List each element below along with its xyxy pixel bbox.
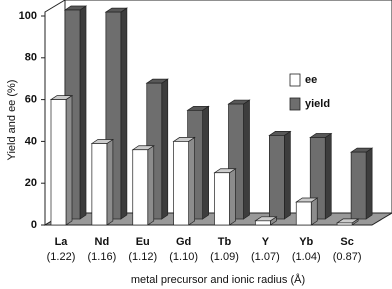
bar-side <box>310 197 318 226</box>
x-axis-title: metal precursor and ionic radius (Å) <box>131 273 305 286</box>
legend-label: ee <box>305 74 317 86</box>
bar-front <box>295 201 312 226</box>
x-tick-label: Gd <box>176 236 191 248</box>
y-tick-label: 0 <box>31 219 37 231</box>
bar-side <box>229 168 236 226</box>
x-tick-sublabel: (1.16) <box>88 251 117 263</box>
bar-front <box>350 151 367 220</box>
y-axis-title: Yield and ee (%) <box>6 80 18 161</box>
x-tick-sublabel: (1.09) <box>210 251 239 263</box>
bar <box>335 218 360 226</box>
legend-label: yield <box>305 98 330 110</box>
y-tick-label: 60 <box>25 94 37 106</box>
x-tick-sublabel: (1.12) <box>128 251 157 263</box>
legend-swatch <box>289 73 301 87</box>
x-tick-sublabel: (1.07) <box>251 251 280 263</box>
x-tick-label: Eu <box>136 236 150 248</box>
x-tick-label: Sc <box>340 236 353 248</box>
x-tick-label: Y <box>262 236 270 248</box>
bar-side <box>365 147 373 220</box>
y-tick-label: 80 <box>25 52 37 64</box>
bar-front <box>214 172 230 226</box>
bar <box>268 130 292 220</box>
bar-side <box>120 7 128 220</box>
bar-side <box>161 78 169 220</box>
bar <box>254 216 278 226</box>
x-tick-label: Tb <box>218 236 232 248</box>
x-tick-label: La <box>55 236 69 248</box>
y-tick-label: 20 <box>25 177 37 189</box>
bar-front <box>50 99 67 226</box>
bar-side <box>284 130 291 220</box>
y-tick-label: 100 <box>19 10 37 22</box>
bar-side <box>188 136 195 226</box>
x-tick-label: Yb <box>299 236 313 248</box>
bar <box>90 138 115 226</box>
bar <box>213 168 237 226</box>
bar-side <box>324 132 332 220</box>
bar-side <box>65 94 73 226</box>
bar-front <box>132 149 149 226</box>
bar-side <box>202 105 209 220</box>
x-tick-sublabel: (1.22) <box>47 251 76 263</box>
bar <box>131 145 155 226</box>
x-tick-sublabel: (0.87) <box>333 251 362 263</box>
legend-swatch <box>289 97 301 111</box>
x-tick-sublabel: (1.10) <box>169 251 198 263</box>
x-tick-label: Nd <box>95 236 110 248</box>
bar-front <box>173 141 189 226</box>
y-tick-label: 40 <box>25 135 37 147</box>
bar-side <box>147 145 155 226</box>
bar-side <box>106 138 114 226</box>
bar-front <box>91 143 108 226</box>
bar-side <box>243 99 250 220</box>
bar-front <box>269 135 285 220</box>
bar <box>295 197 319 226</box>
bar-side <box>79 5 87 220</box>
bar <box>349 147 374 220</box>
bar <box>309 132 333 220</box>
bar-front <box>255 220 271 226</box>
bar <box>172 136 196 226</box>
bar <box>49 94 74 226</box>
bar-front <box>336 222 353 226</box>
x-tick-sublabel: (1.04) <box>292 251 321 263</box>
